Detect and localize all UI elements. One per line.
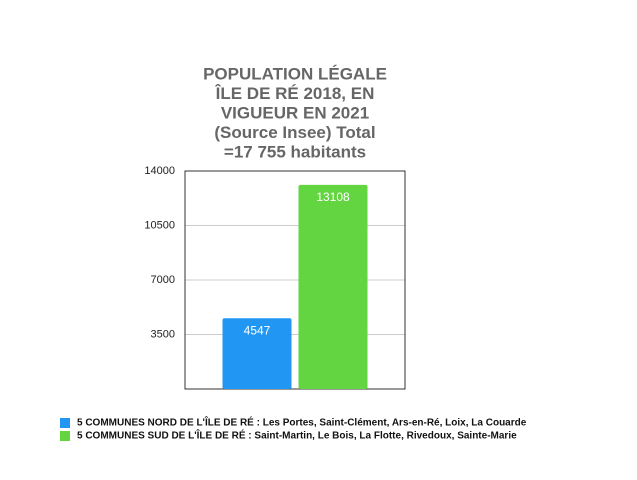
legend-label: 5 COMMUNES NORD DE L'ÎLE DE RÉ : Les Por… [77,416,527,429]
chart-title: ÎLE DE RÉ 2018, EN [215,84,375,103]
legend-label: 5 COMMUNES SUD DE L'ÎLE DE RÉ : Saint-Ma… [77,429,517,442]
y-tick-label: 3500 [151,328,175,340]
plot-frame [184,170,406,390]
legend-swatch [60,418,70,428]
y-tick-label: 14000 [144,165,175,177]
legend-swatch [60,431,70,441]
y-tick-label: 10500 [144,219,175,231]
y-tick-label: 7000 [151,274,175,286]
data-label: 4547 [244,323,271,337]
chart-title: VIGUEUR EN 2021 [221,103,369,122]
chart-title: POPULATION LÉGALE [203,64,387,83]
bar [298,184,368,389]
chart-title: =17 755 habitants [224,142,366,161]
data-label: 13108 [316,190,350,204]
chart-title: (Source Insee) Total [214,123,375,142]
bar [222,318,292,389]
